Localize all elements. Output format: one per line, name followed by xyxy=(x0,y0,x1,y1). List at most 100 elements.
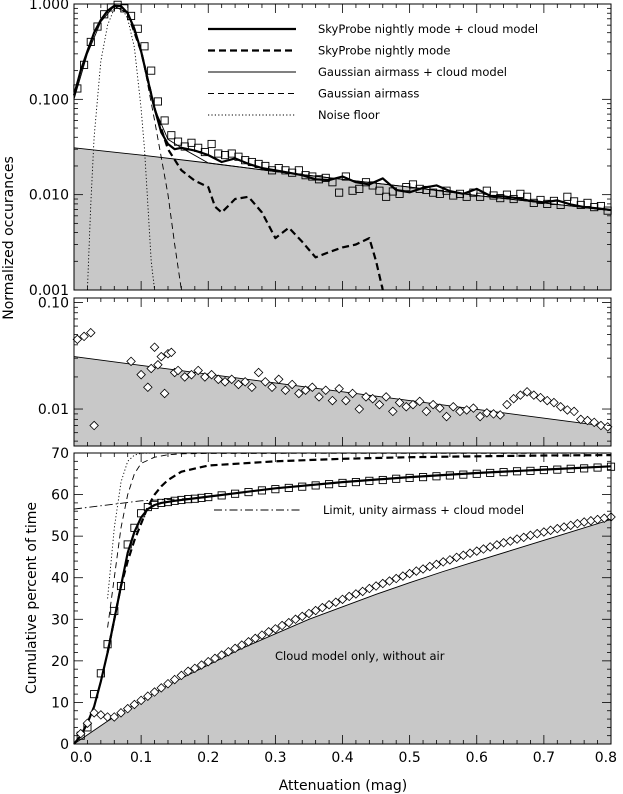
point-middle-diamond xyxy=(468,403,479,413)
point-top-square xyxy=(355,184,364,193)
point-middle-diamond xyxy=(596,420,606,431)
point-middle-diamond xyxy=(200,372,210,382)
point-bottom-square xyxy=(405,473,414,482)
point-top-square xyxy=(408,180,418,189)
point-bottom-diamond xyxy=(257,630,267,640)
point-bottom-diamond xyxy=(586,515,596,526)
point-middle-diamond xyxy=(347,388,358,399)
point-bottom-diamond xyxy=(364,583,375,594)
point-top-square xyxy=(368,181,377,190)
point-middle-diamond xyxy=(72,334,83,345)
y-tick-label-bottom: 50 xyxy=(51,529,69,545)
point-middle-diamond xyxy=(381,392,391,402)
point-bottom-square xyxy=(271,485,280,494)
point-top-square xyxy=(422,185,431,195)
line-bottom-skyprobe-nightly-mode xyxy=(106,454,612,653)
point-bottom-diamond xyxy=(532,528,542,539)
y-tick-label-bottom: 0 xyxy=(60,737,69,753)
point-bottom-square xyxy=(580,464,589,473)
fill-bottom-cloud-model-only-shaded xyxy=(74,519,611,744)
point-bottom-square xyxy=(217,491,226,500)
y-tick-label-middle: 0.10 xyxy=(38,295,69,311)
point-bottom-diamond xyxy=(324,599,334,610)
point-middle-diamond xyxy=(273,374,284,385)
point-bottom-square xyxy=(197,493,206,502)
point-middle-diamond xyxy=(300,385,311,396)
point-top-square xyxy=(120,4,129,13)
line-bottom-limit-unity-airmass-cloud-model xyxy=(73,497,209,510)
point-bottom-square xyxy=(526,466,535,475)
point-top-square xyxy=(596,201,605,211)
point-top-square xyxy=(200,147,209,157)
point-middle-diamond xyxy=(307,382,318,393)
point-bottom-square xyxy=(110,606,119,616)
y-tick-label-bottom: 60 xyxy=(51,488,69,504)
point-bottom-diamond xyxy=(116,708,126,718)
point-bottom-square xyxy=(123,540,132,549)
point-middle-diamond xyxy=(515,390,526,400)
point-bottom-square xyxy=(378,475,387,485)
point-top-square xyxy=(93,22,102,31)
point-top-square xyxy=(80,60,89,69)
point-bottom-diamond xyxy=(539,527,549,537)
point-middle-diamond xyxy=(280,385,291,396)
point-middle-diamond xyxy=(149,342,160,352)
point-top-square xyxy=(556,200,565,210)
legend-label-gaussian-airmass: Gaussian airmass xyxy=(318,87,419,101)
point-top-square xyxy=(523,192,532,201)
point-top-square xyxy=(328,178,337,187)
annotation-cloud-only: Cloud model only, without air xyxy=(275,649,445,663)
point-top-square xyxy=(281,166,290,175)
point-middle-diamond xyxy=(294,388,304,399)
point-bottom-diamond xyxy=(579,517,589,527)
point-middle-diamond xyxy=(247,382,257,393)
point-bottom-diamond xyxy=(183,666,193,677)
point-bottom-square xyxy=(325,480,334,489)
point-bottom-diamond xyxy=(243,636,254,647)
point-top-square xyxy=(314,175,324,184)
point-top-square xyxy=(321,173,330,182)
x-tick-label: 0.2 xyxy=(197,750,219,766)
point-top-square xyxy=(153,97,162,106)
point-top-square xyxy=(274,164,283,173)
point-bottom-square xyxy=(392,474,401,483)
point-middle-diamond xyxy=(136,369,146,380)
point-bottom-diamond xyxy=(156,683,167,693)
point-bottom-square xyxy=(566,464,575,473)
y-axis-label-top: Normalized occurances xyxy=(1,156,17,320)
labels: Attenuation (mag) Normalized occurances … xyxy=(1,156,524,794)
point-top-square xyxy=(375,186,384,195)
point-middle-diamond xyxy=(508,393,519,404)
point-bottom-square xyxy=(137,509,146,518)
point-bottom-diamond xyxy=(250,633,261,644)
point-middle-diamond xyxy=(153,360,163,370)
point-top-square xyxy=(583,198,592,207)
point-top-square xyxy=(335,188,344,197)
point-bottom-diamond xyxy=(317,602,328,613)
fill-top-cloud-model-shaded xyxy=(74,147,611,290)
point-bottom-diamond xyxy=(149,687,160,697)
point-bottom-square xyxy=(190,494,199,503)
point-middle-diamond xyxy=(589,417,599,428)
point-middle-diamond xyxy=(314,392,324,402)
point-middle-diamond xyxy=(448,402,459,412)
point-bottom-square xyxy=(539,465,548,475)
point-middle-diamond xyxy=(320,385,331,396)
y-tick-label-top: 1.000 xyxy=(29,0,69,13)
point-bottom-square xyxy=(419,473,428,482)
point-bottom-diamond xyxy=(357,586,368,597)
point-middle-diamond xyxy=(253,367,264,378)
point-middle-diamond xyxy=(576,414,586,425)
y-tick-label-bottom: 10 xyxy=(51,695,69,711)
point-bottom-square xyxy=(116,581,126,591)
point-top-square xyxy=(173,137,183,146)
point-bottom-square xyxy=(130,523,139,532)
point-middle-diamond xyxy=(549,397,559,408)
point-top-square xyxy=(207,139,216,149)
point-bottom-square xyxy=(432,472,441,481)
point-bottom-diamond xyxy=(163,678,173,689)
point-middle-diamond xyxy=(374,399,385,410)
x-tick-label: 0.0 xyxy=(70,750,92,766)
point-middle-diamond xyxy=(327,395,338,406)
point-top-square xyxy=(462,192,471,201)
